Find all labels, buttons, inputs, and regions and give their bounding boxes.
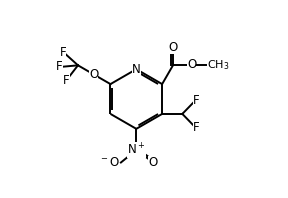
Text: CH$_3$: CH$_3$ [207, 58, 229, 72]
Text: F: F [193, 94, 200, 107]
Text: O: O [187, 58, 196, 71]
Text: F: F [60, 46, 67, 59]
Text: F: F [63, 74, 69, 87]
Text: F: F [193, 121, 200, 134]
Text: O: O [89, 68, 98, 81]
Text: O: O [148, 156, 157, 169]
Text: F: F [56, 60, 63, 73]
Text: N: N [132, 63, 141, 76]
Text: $^-$O: $^-$O [99, 156, 120, 169]
Text: O: O [168, 41, 178, 54]
Text: N$^+$: N$^+$ [127, 142, 145, 158]
